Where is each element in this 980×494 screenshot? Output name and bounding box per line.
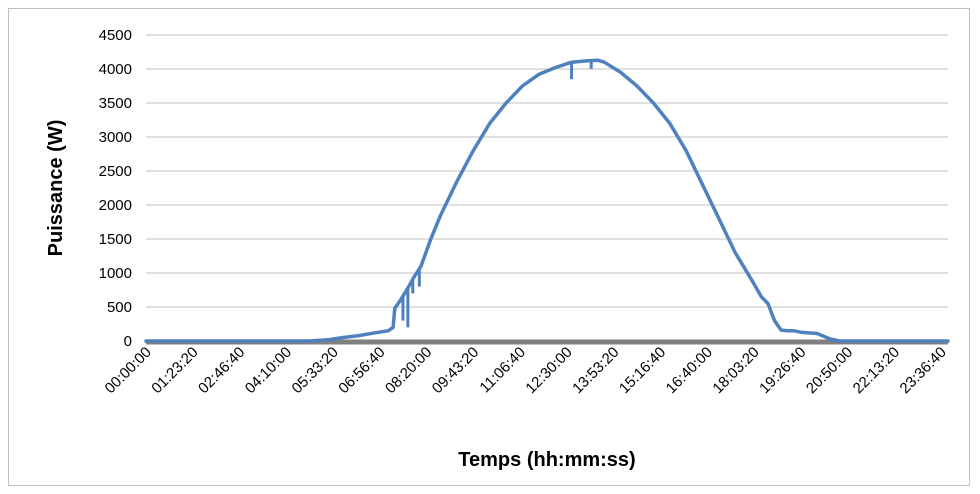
y-tick-label: 1000 xyxy=(99,265,132,282)
x-tick-label: 08:20:00 xyxy=(382,344,435,397)
x-tick-label: 16:40:00 xyxy=(663,344,716,397)
x-tick-label: 11:06:40 xyxy=(476,344,529,397)
y-tick-label: 3000 xyxy=(99,129,132,146)
y-tick-labels: 0 500 1000 1500 2000 2500 3000 3500 4000 4500 xyxy=(99,27,132,350)
y-tick-label: 1500 xyxy=(99,231,132,248)
x-tick-label: 13:53:20 xyxy=(569,344,622,397)
x-tick-label: 12:30:00 xyxy=(522,344,575,397)
y-tick-label: 2000 xyxy=(99,197,132,214)
y-axis-title: Puissance (W) xyxy=(45,120,67,257)
series-line xyxy=(144,58,950,343)
y-tick-label: 0 xyxy=(124,333,132,350)
x-tick-label: 00:00:00 xyxy=(102,344,155,397)
x-tick-label: 09:43:20 xyxy=(429,344,482,397)
y-tick-label: 3500 xyxy=(99,95,132,112)
x-tick-labels: 00:00:0001:23:2002:46:4004:10:0005:33:20… xyxy=(102,344,950,397)
x-tick-label: 18:03:20 xyxy=(709,344,762,397)
y-tick-label: 4000 xyxy=(99,61,132,78)
x-tick-label: 01:23:20 xyxy=(148,344,201,397)
y-tick-label: 4500 xyxy=(99,27,132,44)
x-axis-title: Temps (hh:mm:ss) xyxy=(458,449,635,471)
x-tick-label: 05:33:20 xyxy=(289,344,342,397)
x-tick-label: 20:50:00 xyxy=(803,344,856,397)
x-tick-label: 15:16:40 xyxy=(616,344,669,397)
y-tick-label: 500 xyxy=(107,299,132,316)
x-tick-label: 19:26:40 xyxy=(756,344,809,397)
x-tick-label: 04:10:00 xyxy=(242,344,295,397)
chart-frame xyxy=(8,8,970,486)
x-tick-label: 22:13:20 xyxy=(850,344,903,397)
x-tick-label: 06:56:40 xyxy=(335,344,388,397)
y-tick-label: 2500 xyxy=(99,163,132,180)
x-tick-label: 02:46:40 xyxy=(195,344,248,397)
series-layer xyxy=(144,58,950,343)
x-tick-label: 23:36:40 xyxy=(897,344,950,397)
gridlines xyxy=(146,34,948,308)
